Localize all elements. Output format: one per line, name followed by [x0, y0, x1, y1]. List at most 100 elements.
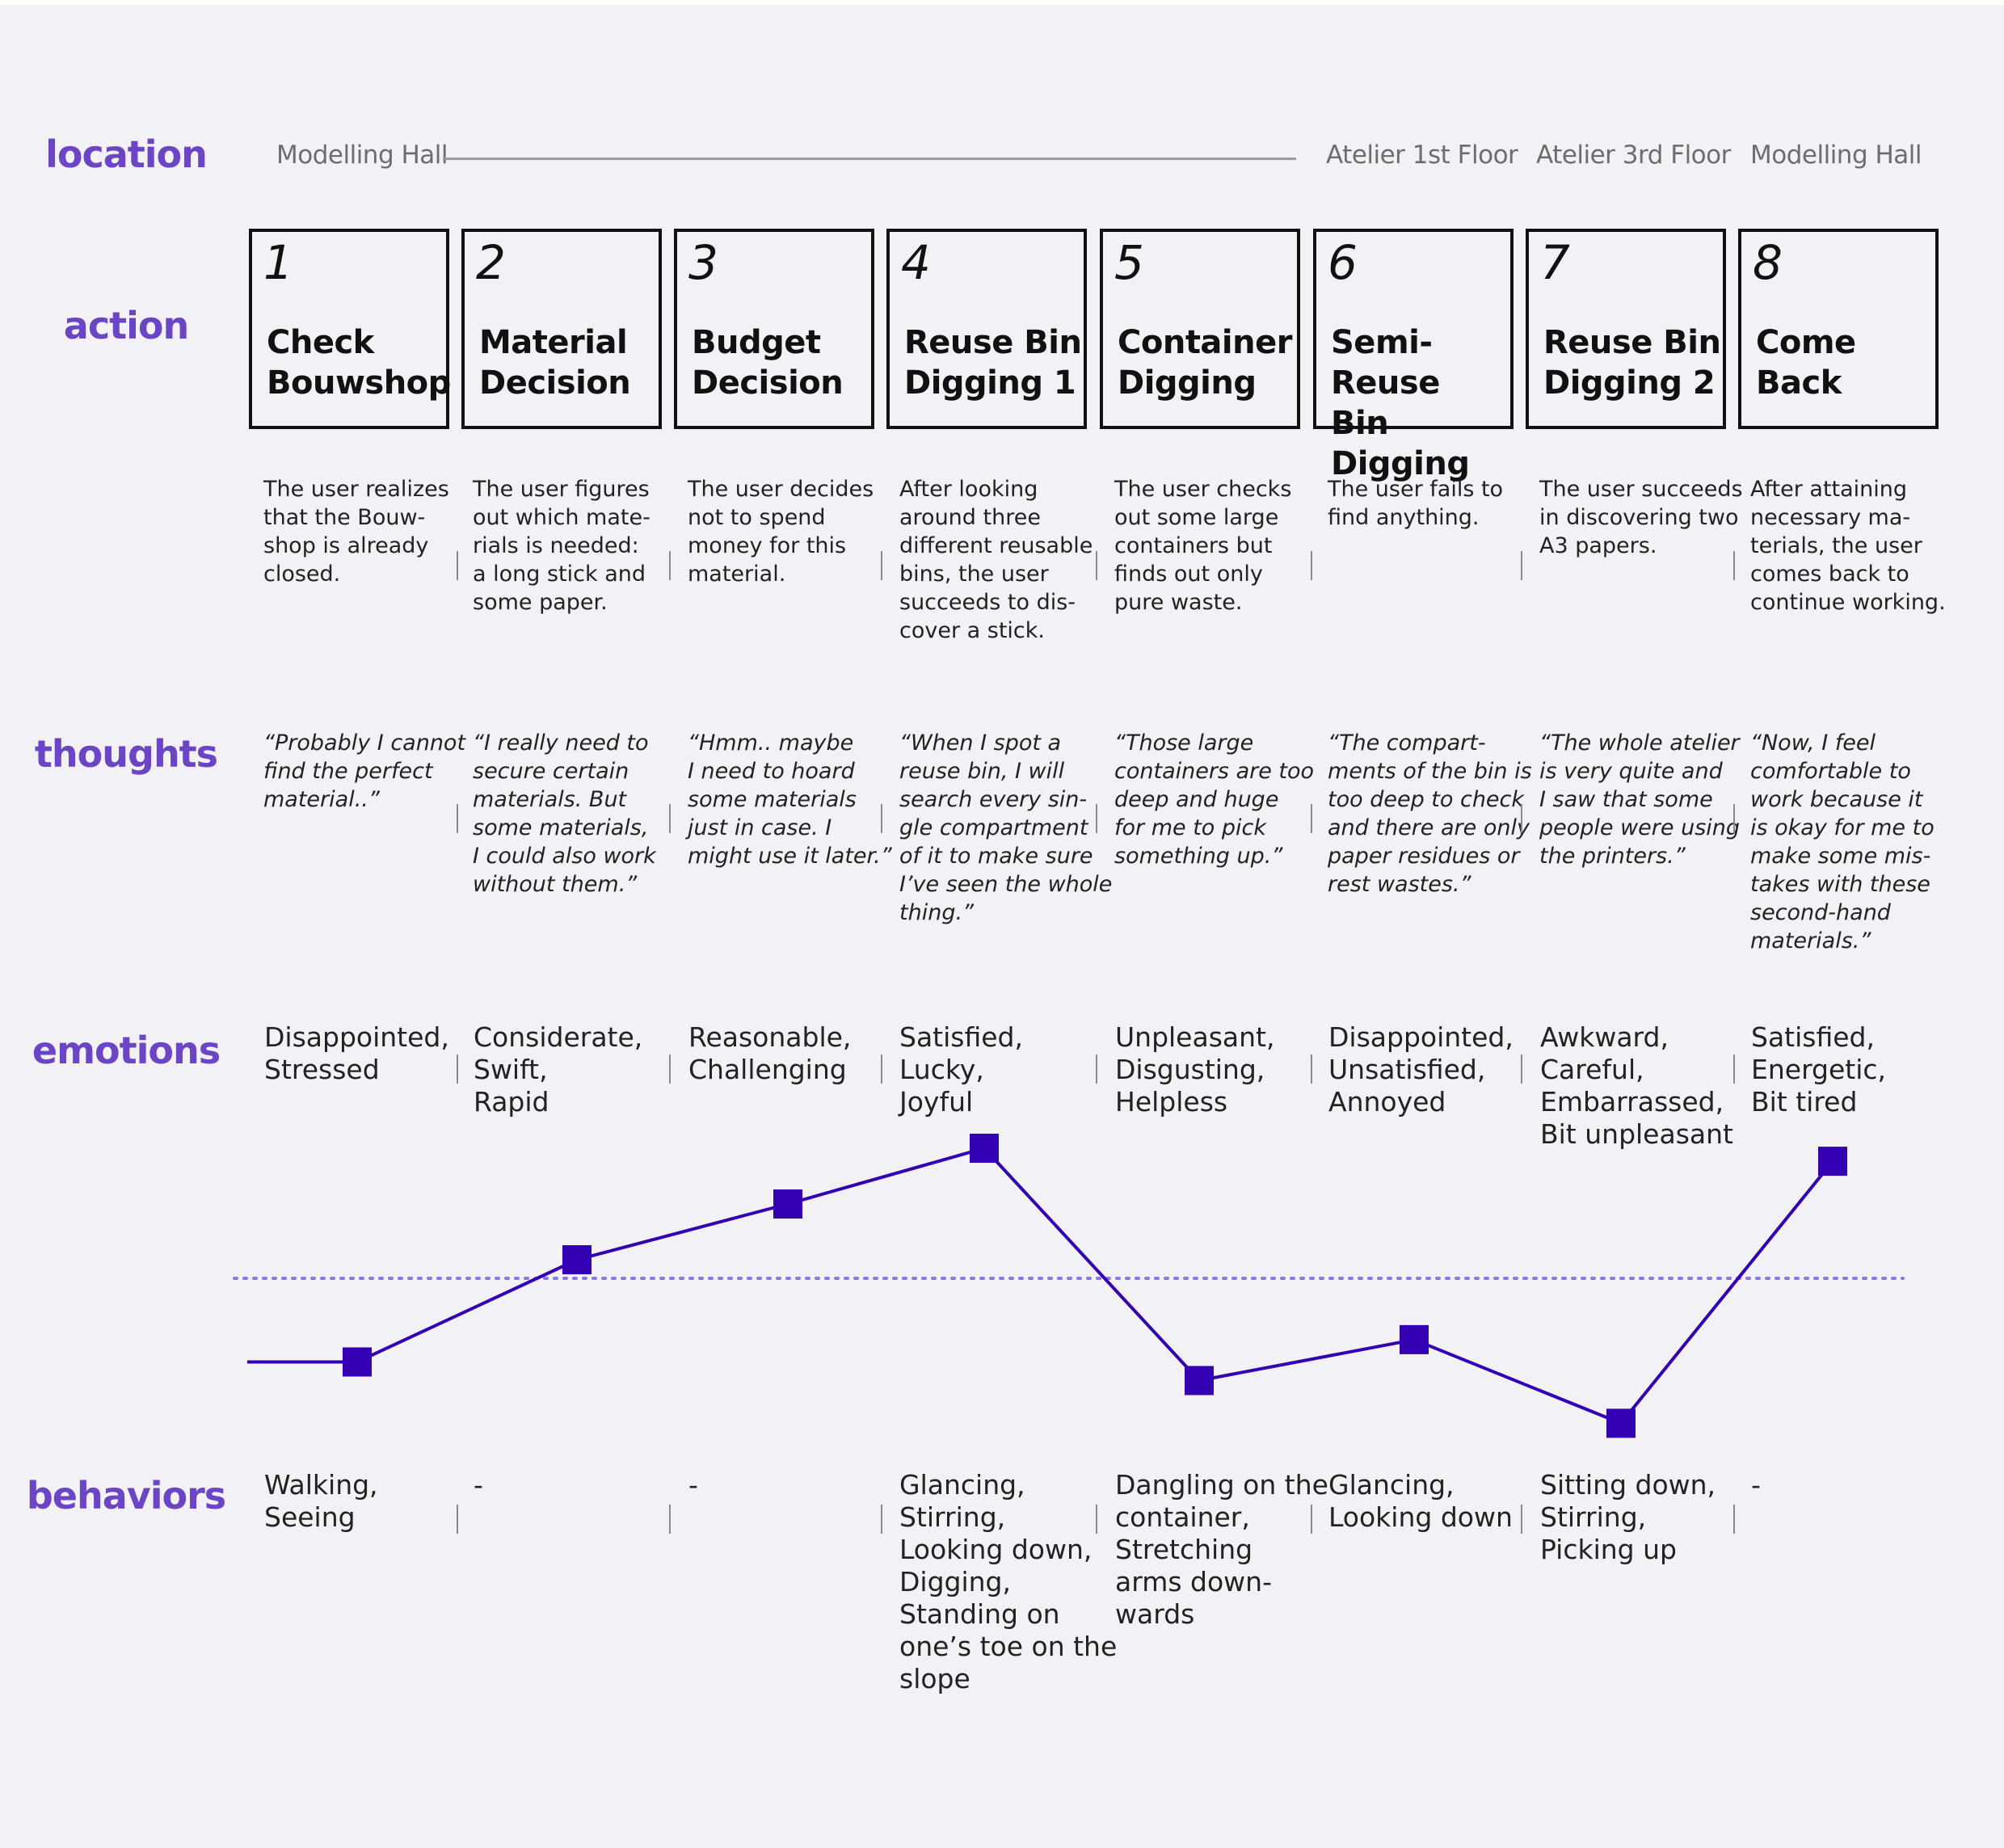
emotion-markers: [343, 1134, 1847, 1438]
step-5-description: The user checks out some large container…: [1114, 477, 1292, 615]
column-separator: [1096, 1054, 1097, 1084]
step-number: 7: [1540, 235, 1570, 290]
top-band: [0, 0, 2004, 5]
column-separator: [457, 1054, 458, 1084]
column-separator: [1311, 1054, 1312, 1084]
column-separator: [457, 551, 458, 580]
step-2-behaviors: -: [474, 1469, 483, 1501]
column-separator: [1096, 551, 1097, 580]
step-3-description: The user decides not to spend money for …: [688, 477, 874, 587]
column-separator: [1521, 1505, 1522, 1534]
step-3-thought: “Hmm.. maybe I need to hoard some materi…: [688, 730, 892, 869]
emotion-marker-step-8: [1818, 1147, 1847, 1177]
action-card-3: 3 Budget Decision: [674, 229, 874, 429]
step-7-thought: “The whole atelier is very quite and I s…: [1539, 730, 1741, 869]
column-separator: [669, 551, 671, 580]
step-1-thought: “Probably I cannot find the perfect mate…: [263, 730, 466, 812]
step-7-behaviors: Sitting down, Stirring, Picking up: [1540, 1469, 1716, 1565]
step-number: 3: [688, 235, 718, 290]
column-separator: [1096, 1505, 1097, 1534]
step-number: 6: [1328, 235, 1358, 290]
emotion-marker-step-4: [970, 1134, 999, 1163]
step-5-emotions: Unpleasant, Disgusting, Helpless: [1115, 1021, 1275, 1118]
step-8-emotions: Satisfied, Energetic, Bit tired: [1751, 1021, 1887, 1118]
step-8-description: After attaining necessary ma- terials, t…: [1750, 477, 1946, 615]
step-title: Material Decision: [479, 324, 631, 402]
row-label-behaviors: behaviors: [26, 1474, 226, 1518]
column-separator: [669, 804, 671, 833]
row-label-action: action: [63, 304, 189, 347]
step-title: Semi-Reuse Bin Digging: [1331, 324, 1470, 482]
row-label-location: location: [45, 133, 208, 176]
column-separator: [669, 1505, 671, 1534]
step-8-thought: “Now, I feel comfortable to work because…: [1750, 730, 1935, 953]
row-label-thoughts: thoughts: [34, 732, 218, 776]
step-title: Budget Decision: [692, 324, 844, 402]
column-separator: [1733, 1054, 1735, 1084]
emotion-marker-step-5: [1185, 1366, 1214, 1395]
column-separator: [1733, 1505, 1735, 1534]
step-6-description: The user fails to find anything.: [1328, 477, 1504, 530]
step-number: 8: [1753, 235, 1783, 290]
action-card-7: 7 Reuse Bin Digging 2: [1526, 229, 1726, 429]
step-title: Come Back: [1756, 324, 1856, 402]
step-number: 4: [901, 235, 931, 290]
column-separator: [669, 1054, 671, 1084]
location-modelling-hall-start: Modelling Hall: [276, 141, 448, 170]
step-1-emotions: Disappointed, Stressed: [264, 1021, 449, 1085]
column-separator: [1311, 804, 1312, 833]
step-number: 2: [476, 235, 506, 290]
step-4-thought: “When I spot a reuse bin, I will search …: [899, 730, 1113, 925]
step-2-emotions: Considerate, Swift, Rapid: [474, 1021, 643, 1118]
action-card-5: 5 Container Digging: [1100, 229, 1300, 429]
step-7-description: The user succeeds in discovering two A3 …: [1539, 477, 1743, 558]
location-modelling-hall-end: Modelling Hall: [1750, 141, 1922, 170]
column-separator: [881, 804, 882, 833]
column-separator: [1733, 804, 1735, 833]
column-separator: [881, 1505, 882, 1534]
step-5-behaviors: Dangling on the container, Stretching ar…: [1115, 1469, 1328, 1630]
step-2-description: The user figures out which mate- rials i…: [473, 477, 650, 615]
step-1-description: The user realizes that the Bouw- shop is…: [263, 477, 449, 587]
step-number: 1: [263, 235, 293, 290]
location-span-line: [443, 158, 1296, 160]
action-card-1: 1 Check Bouwshop: [249, 229, 451, 429]
step-title: Reuse Bin Digging 1: [904, 324, 1082, 402]
action-card-2: 2 Material Decision: [461, 229, 662, 429]
column-separator: [881, 551, 882, 580]
step-title: Container Digging: [1118, 324, 1292, 402]
location-atelier-1st-floor: Atelier 1st Floor: [1326, 141, 1518, 170]
step-number: 5: [1114, 235, 1144, 290]
step-4-behaviors: Glancing, Stirring, Looking down, Diggin…: [899, 1469, 1118, 1694]
step-8-behaviors: -: [1751, 1469, 1761, 1501]
column-separator: [1096, 804, 1097, 833]
step-3-emotions: Reasonable, Challenging: [688, 1021, 852, 1085]
action-card-4: 4 Reuse Bin Digging 1: [886, 229, 1087, 429]
step-2-thought: “I really need to secure certain materia…: [473, 730, 656, 897]
action-card-8: 8 Come Back: [1738, 229, 1939, 429]
column-separator: [1311, 551, 1312, 580]
column-separator: [1311, 1505, 1312, 1534]
emotion-marker-step-2: [562, 1245, 592, 1274]
emotion-marker-step-1: [343, 1347, 372, 1377]
step-title: Reuse Bin Digging 2: [1543, 324, 1721, 402]
column-separator: [457, 1505, 458, 1534]
step-title: Check Bouwshop: [267, 324, 451, 402]
emotion-curve-line: [247, 1146, 1834, 1425]
step-3-behaviors: -: [688, 1469, 698, 1501]
column-separator: [1521, 804, 1522, 833]
column-separator: [881, 1054, 882, 1084]
step-6-thought: “The compart- ments of the bin is too de…: [1328, 730, 1532, 897]
step-4-description: After looking around three different reu…: [899, 477, 1093, 643]
step-1-behaviors: Walking, Seeing: [264, 1469, 378, 1533]
column-separator: [1521, 551, 1522, 580]
emotion-marker-step-7: [1606, 1408, 1636, 1438]
emotion-marker-step-6: [1400, 1324, 1429, 1354]
emotion-marker-step-3: [773, 1189, 802, 1219]
row-label-emotions: emotions: [32, 1029, 221, 1072]
step-7-emotions: Awkward, Careful, Embarrassed, Bit unple…: [1540, 1021, 1733, 1150]
step-6-behaviors: Glancing, Looking down: [1328, 1469, 1513, 1533]
step-5-thought: “Those large containers are too deep and…: [1114, 730, 1315, 869]
step-6-emotions: Disappointed, Unsatisfied, Annoyed: [1328, 1021, 1514, 1118]
